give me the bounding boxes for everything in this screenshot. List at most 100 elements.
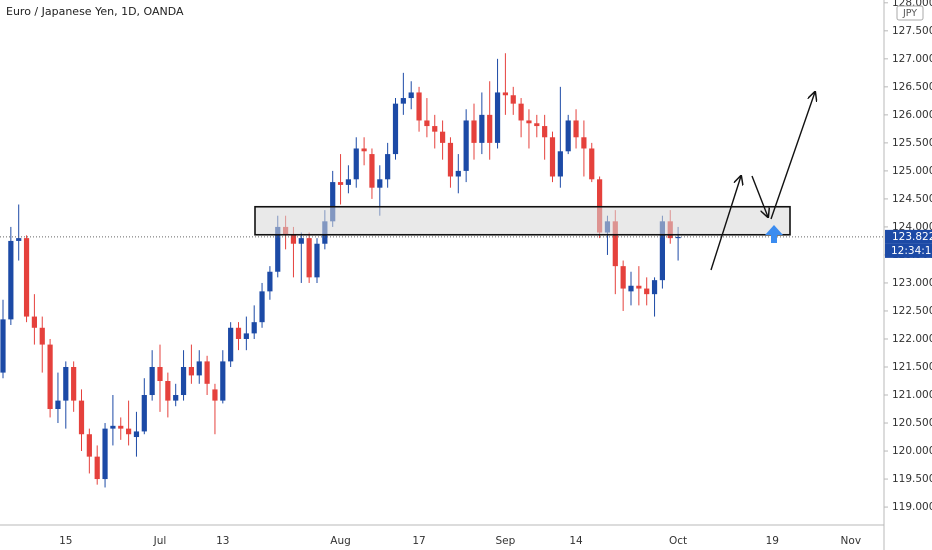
candle-body bbox=[471, 120, 477, 143]
candle-body bbox=[102, 428, 108, 480]
arrow bbox=[770, 92, 815, 220]
candle-body bbox=[126, 428, 132, 435]
candle-body bbox=[659, 221, 665, 281]
candle-body bbox=[180, 366, 187, 396]
candle-body bbox=[23, 238, 30, 317]
x-tick-label: Jul bbox=[153, 535, 167, 547]
x-tick-label: 13 bbox=[216, 535, 229, 547]
candle-body bbox=[612, 221, 618, 267]
candle-body bbox=[479, 114, 485, 143]
candle-body bbox=[165, 381, 171, 401]
candle-body bbox=[675, 236, 681, 239]
countdown-label: 12:34:11 bbox=[891, 245, 932, 257]
candle-body bbox=[408, 92, 414, 99]
x-tick-label: Nov bbox=[841, 535, 862, 547]
candle-body bbox=[141, 395, 147, 432]
candle-body bbox=[361, 148, 367, 152]
drawings bbox=[710, 92, 815, 271]
candle-body bbox=[31, 316, 37, 328]
y-tick-label: 127.500 bbox=[892, 25, 932, 37]
candle-body bbox=[16, 238, 22, 241]
candle-body bbox=[644, 288, 650, 295]
candle-body bbox=[298, 238, 304, 244]
y-tick-label: 120.500 bbox=[892, 417, 932, 429]
zone-box bbox=[254, 205, 791, 236]
arrow bbox=[710, 176, 741, 271]
candle-body bbox=[275, 226, 281, 272]
candle-body bbox=[55, 400, 61, 410]
candle-body bbox=[0, 319, 6, 373]
y-tick-label: 124.500 bbox=[892, 193, 932, 205]
candle-body bbox=[542, 126, 548, 138]
x-tick-label: Sep bbox=[496, 535, 516, 547]
candle-body bbox=[259, 291, 265, 323]
candle-body bbox=[212, 389, 218, 401]
candle-body bbox=[455, 170, 461, 177]
candle-body bbox=[502, 92, 508, 96]
y-tick-label: 121.000 bbox=[892, 389, 932, 401]
candle-body bbox=[220, 361, 226, 401]
candle-body bbox=[549, 137, 556, 177]
candle-body bbox=[447, 142, 454, 177]
y-tick-label: 122.000 bbox=[892, 333, 932, 345]
candle-body bbox=[94, 456, 100, 480]
candle-body bbox=[149, 366, 155, 396]
candle-body bbox=[39, 327, 45, 345]
y-tick-label: 120.000 bbox=[892, 445, 932, 457]
candle-body bbox=[440, 131, 446, 143]
y-tick-label: 119.000 bbox=[892, 501, 932, 513]
candle-body bbox=[314, 243, 320, 278]
arrow bbox=[751, 175, 768, 217]
candle-body bbox=[86, 434, 92, 457]
price-axis: 119.000 119.500 120.000 120.500 121.000 121.5… bbox=[884, 0, 932, 513]
y-tick-label: 119.500 bbox=[892, 473, 932, 485]
candle-body bbox=[534, 123, 540, 127]
candle-body bbox=[432, 126, 438, 132]
candle-body bbox=[118, 425, 124, 429]
candle-body bbox=[589, 148, 595, 180]
candle-body bbox=[518, 103, 524, 121]
candle-body bbox=[353, 148, 359, 180]
candle-body bbox=[47, 344, 53, 410]
candle-body bbox=[392, 103, 399, 155]
candle-body bbox=[330, 182, 336, 222]
x-tick-label: Aug bbox=[330, 535, 351, 547]
candle-body bbox=[651, 280, 658, 295]
candle-body bbox=[337, 182, 344, 185]
candle-body bbox=[526, 120, 532, 124]
candle-body bbox=[133, 431, 140, 438]
candle-body bbox=[416, 92, 422, 121]
candle-body bbox=[204, 361, 210, 384]
countdown-tag bbox=[885, 243, 932, 258]
candle-body bbox=[573, 120, 579, 138]
last-price-tag bbox=[885, 229, 932, 244]
candle-body bbox=[78, 400, 85, 435]
x-tick-label: 15 bbox=[59, 535, 72, 547]
y-tick-label: 125.000 bbox=[892, 165, 932, 177]
candle-body bbox=[290, 235, 297, 244]
candle-body bbox=[71, 366, 77, 401]
candle-body bbox=[110, 425, 116, 429]
y-tick-label: 126.500 bbox=[892, 81, 932, 93]
chart-title: Euro / Japanese Yen, 1D, OANDA bbox=[6, 5, 184, 18]
candle-body bbox=[636, 285, 642, 289]
candle-body bbox=[345, 179, 351, 185]
y-tick-label: 122.500 bbox=[892, 305, 932, 317]
x-tick-label: 19 bbox=[766, 535, 779, 547]
candle-body bbox=[400, 98, 406, 104]
candle-body bbox=[620, 266, 626, 289]
y-tick-label: 128.000 bbox=[892, 0, 932, 9]
y-tick-label: 127.000 bbox=[892, 53, 932, 65]
candle-body bbox=[173, 395, 179, 401]
candle-body bbox=[494, 92, 501, 143]
candle-body bbox=[235, 327, 242, 339]
candle-body bbox=[557, 151, 563, 177]
up-arrow-icon bbox=[765, 225, 783, 243]
x-tick-label: 17 bbox=[412, 535, 425, 547]
y-tick-label: 121.500 bbox=[892, 361, 932, 373]
candle-body bbox=[597, 179, 603, 233]
y-tick-label: 126.000 bbox=[892, 109, 932, 121]
candle-body bbox=[243, 333, 249, 339]
candle-body bbox=[581, 137, 587, 149]
